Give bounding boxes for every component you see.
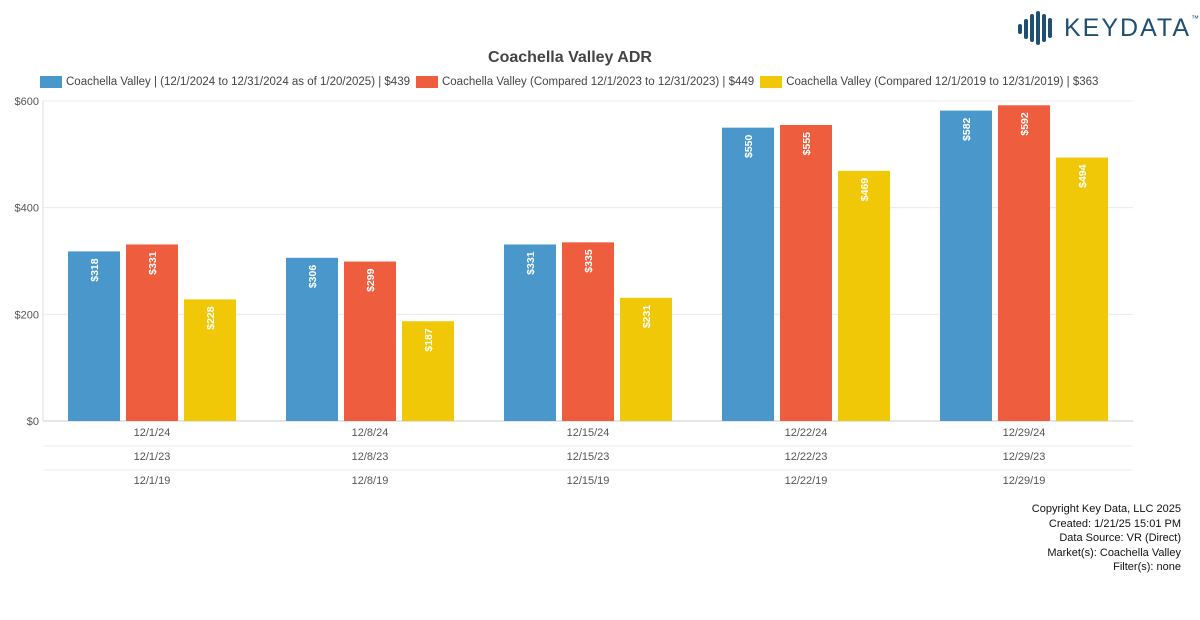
x-tick-label: 12/29/24 — [1003, 427, 1046, 439]
footer-copyright: Copyright Key Data, LLC 2025 — [1031, 503, 1181, 515]
bar — [1056, 157, 1108, 421]
legend-swatch — [415, 76, 438, 88]
x-tick-label: 12/8/23 — [352, 451, 389, 463]
chart-footer: Copyright Key Data, LLC 2025 Created: 1/… — [1032, 502, 1181, 575]
bar — [562, 242, 614, 421]
chart-legend: Coachella Valley | (12/1/2024 to 12/31/2… — [40, 76, 1104, 88]
legend-item-2024[interactable]: Coachella Valley | (12/1/2024 to 12/31/2… — [40, 76, 410, 88]
bar — [286, 257, 338, 421]
bar-chart: $0 $200 $400 $600 $318 $331 $228 12/1/24 12/1/23… — [15, 96, 1133, 487]
logo-trademark: ™ — [1191, 13, 1200, 23]
x-tick-label: 12/22/24 — [785, 427, 828, 439]
bar — [998, 105, 1050, 421]
x-tick-label: 12/1/19 — [134, 475, 171, 487]
bar-value-label: $318 — [89, 258, 101, 282]
x-tick-label: 12/15/23 — [567, 451, 610, 463]
legend-label: Coachella Valley (Compared 12/1/2023 to … — [441, 76, 755, 88]
footer-markets: Market(s): Coachella Valley — [1047, 546, 1181, 559]
x-tick-label: 12/1/24 — [134, 427, 171, 439]
x-tick-label: 12/29/19 — [1003, 475, 1046, 487]
bar-value-label: $231 — [641, 305, 653, 329]
legend-item-2019[interactable]: Coachella Valley (Compared 12/1/2019 to … — [760, 76, 1098, 88]
x-tick-label: 12/15/19 — [567, 475, 610, 487]
x-tick-label: 12/22/19 — [785, 475, 828, 487]
y-tick-label: $200 — [15, 309, 39, 321]
bar — [620, 297, 672, 421]
bar — [126, 244, 178, 421]
x-tick-label: 12/8/19 — [352, 475, 389, 487]
y-tick-label: $400 — [15, 203, 39, 215]
footer-data-source: Data Source: VR (Direct) — [1059, 532, 1181, 544]
y-tick-label: $600 — [15, 96, 39, 108]
legend-item-2023[interactable]: Coachella Valley (Compared 12/1/2023 to … — [415, 76, 755, 88]
footer-created: Created: 1/21/25 15:01 PM — [1048, 517, 1181, 530]
x-tick-label: 12/15/24 — [567, 427, 610, 439]
bar — [940, 110, 992, 421]
bar — [344, 261, 396, 421]
x-tick-label: 12/8/24 — [352, 427, 389, 439]
bar-value-label: $331 — [525, 251, 537, 275]
bar-value-label: $555 — [801, 132, 813, 156]
bar — [780, 125, 832, 421]
bar — [184, 299, 236, 421]
legend-label: Coachella Valley | (12/1/2024 to 12/31/2… — [66, 76, 410, 88]
x-tick-label: 12/1/23 — [134, 451, 171, 463]
bar-value-label: $331 — [147, 251, 159, 275]
legend-swatch — [40, 76, 62, 88]
bar-value-label: $469 — [859, 178, 871, 202]
bar-value-label: $494 — [1077, 164, 1089, 188]
bar-value-label: $299 — [365, 268, 377, 292]
logo-bars-icon — [1018, 11, 1052, 45]
chart-title: Coachella Valley ADR — [488, 49, 652, 66]
bar-value-label: $582 — [961, 117, 973, 141]
bar-value-label: $306 — [307, 265, 319, 289]
bar — [402, 321, 454, 421]
bar-value-label: $335 — [583, 249, 595, 273]
bar-value-label: $187 — [423, 328, 435, 352]
y-tick-label: $0 — [27, 416, 39, 428]
bar-value-label: $592 — [1019, 112, 1031, 136]
bar-value-label: $550 — [743, 135, 755, 159]
legend-label: Coachella Valley (Compared 12/1/2019 to … — [786, 76, 1099, 88]
footer-filters: Filter(s): none — [1113, 561, 1181, 573]
x-tick-label: 12/29/23 — [1003, 451, 1046, 463]
bar — [838, 170, 890, 421]
bar-value-label: $228 — [205, 306, 217, 330]
x-tick-label: 12/22/23 — [785, 451, 828, 463]
logo-text: KEYDATA™ — [1064, 14, 1200, 43]
legend-swatch — [760, 76, 783, 88]
bar — [504, 244, 556, 421]
bar — [68, 251, 120, 421]
logo-wordmark: KEYDATA — [1064, 13, 1191, 42]
bar — [722, 127, 774, 421]
keydata-logo: KEYDATA™ — [1018, 10, 1200, 46]
